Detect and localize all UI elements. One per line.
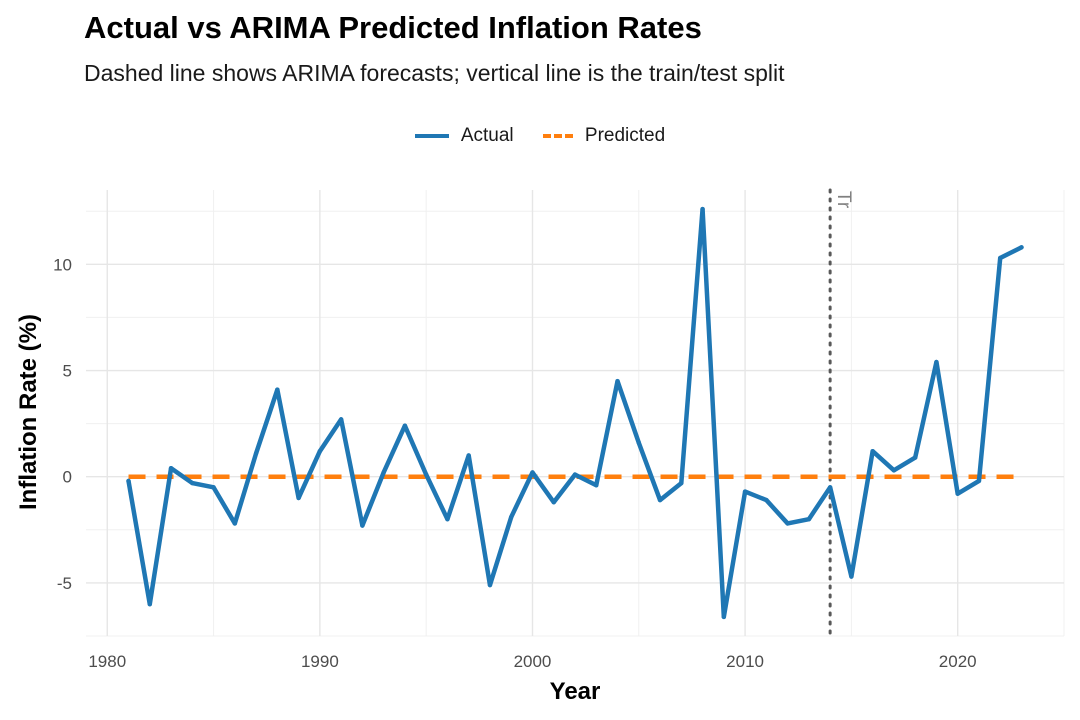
split-marker: Tr <box>828 188 854 638</box>
y-tick-label: -5 <box>57 574 72 593</box>
x-tick-label: 2020 <box>939 652 977 671</box>
x-axis-title: Year <box>550 678 601 705</box>
x-tick-label: 2010 <box>726 652 764 671</box>
legend-swatch-predicted <box>542 134 573 138</box>
actual-data-point <box>870 449 875 454</box>
actual-data-point <box>126 478 131 484</box>
actual-data-point <box>912 455 918 460</box>
legend-swatch-actual <box>414 134 449 138</box>
y-tick-label: 5 <box>63 362 72 381</box>
actual-data-point <box>806 516 812 522</box>
actual-data-point <box>976 478 982 484</box>
actual-data-point <box>849 574 854 579</box>
actual-data-point <box>211 485 216 490</box>
legend-item-actual: Actual <box>414 125 514 147</box>
actual-series-line <box>126 206 1024 620</box>
actual-data-point <box>551 500 556 505</box>
actual-data-point <box>679 480 684 486</box>
split-label: Tr <box>833 191 854 209</box>
x-tick-label: 1990 <box>301 652 339 671</box>
actual-data-point <box>742 489 748 494</box>
y-axis-title: Inflation Rate (%) <box>15 314 42 510</box>
actual-data-point <box>934 359 939 365</box>
actual-data-point <box>190 480 195 486</box>
actual-data-point <box>572 472 578 477</box>
actual-data-point <box>296 495 301 501</box>
series-layer <box>126 206 1024 620</box>
actual-data-point <box>168 466 174 471</box>
chart-title: Actual vs ARIMA Predicted Inflation Rate… <box>84 10 702 45</box>
actual-data-point <box>253 451 259 456</box>
actual-data-point <box>232 521 238 526</box>
actual-data-point <box>594 483 599 488</box>
grid <box>86 190 1065 637</box>
y-tick-label: 0 <box>63 468 72 487</box>
actual-data-point <box>998 255 1003 261</box>
x-tick-label: 2000 <box>514 652 552 671</box>
legend-item-predicted: Predicted <box>542 125 666 147</box>
chart-subtitle: Dashed line shows ARIMA forecasts; verti… <box>84 60 785 86</box>
actual-data-point <box>445 516 450 522</box>
actual-data-point <box>317 449 323 454</box>
actual-data-point <box>615 378 620 384</box>
actual-data-point <box>423 472 429 477</box>
actual-data-point <box>657 497 663 503</box>
actual-data-point <box>530 470 535 475</box>
y-tick-label: 10 <box>53 255 72 274</box>
actual-data-point <box>381 470 386 475</box>
actual-data-point <box>955 491 960 496</box>
actual-data-point <box>338 417 344 422</box>
legend-label-actual: Actual <box>460 125 514 146</box>
actual-data-point <box>636 440 641 445</box>
legend: Actual Predicted <box>0 122 1080 147</box>
x-tick-label: 1980 <box>88 652 126 671</box>
actual-data-point <box>1019 245 1024 250</box>
actual-data-point <box>509 514 514 520</box>
actual-data-point <box>785 521 790 526</box>
legend-label-predicted: Predicted <box>584 125 666 146</box>
actual-data-point <box>764 497 769 503</box>
actual-data-point <box>487 582 493 588</box>
actual-data-point <box>360 523 365 528</box>
actual-data-point <box>891 468 897 473</box>
actual-data-point <box>147 601 152 607</box>
actual-data-point <box>827 485 833 490</box>
actual-data-point <box>402 423 408 428</box>
actual-data-point <box>466 453 471 458</box>
actual-data-point <box>275 387 280 392</box>
actual-data-point <box>721 614 727 620</box>
actual-data-point <box>700 206 705 212</box>
axis-ticks: 1980 1990 2000 2010 2020 -5 0 5 10 <box>53 255 977 671</box>
